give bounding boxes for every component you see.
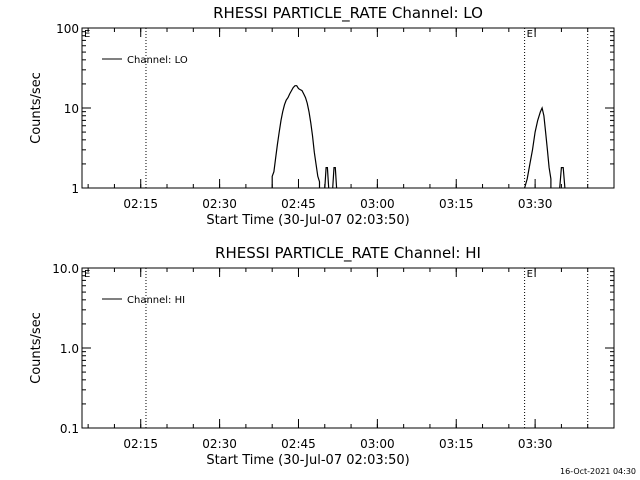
- x-tick-label: 02:30: [202, 437, 237, 451]
- chart-title: RHESSI PARTICLE_RATE Channel: HI: [215, 244, 481, 263]
- legend-entry: Channel: LO: [127, 55, 188, 66]
- panel-lo-channel: RHESSI PARTICLE_RATE Channel: LO 1 10 100 02…: [29, 4, 615, 228]
- panel-hi-channel: RHESSI PARTICLE_RATE Channel: HI 0.1 1.0 10…: [29, 244, 615, 468]
- x-tick-label: 03:30: [518, 197, 553, 211]
- x-axis-label: Start Time (30-Jul-07 02:03:50): [206, 453, 409, 468]
- legend-entry: Channel: HI: [127, 295, 185, 306]
- y-tick-label: 1.0: [60, 342, 79, 356]
- x-tick-label: 02:45: [281, 197, 316, 211]
- plot-frame: [81, 27, 615, 189]
- x-tick-label: 02:30: [202, 197, 237, 211]
- x-axis-label: Start Time (30-Jul-07 02:03:50): [206, 213, 409, 228]
- x-tick-label: 03:15: [439, 437, 474, 451]
- event-marker-label: E: [527, 29, 533, 40]
- event-marker-label: E: [84, 269, 90, 280]
- y-tick-label: 10.0: [52, 262, 79, 276]
- y-axis-label: Counts/sec: [29, 72, 44, 144]
- y-tick-label: 0.1: [60, 422, 79, 436]
- x-tick-label: 03:00: [360, 197, 395, 211]
- x-tick-label: 02:45: [281, 437, 316, 451]
- event-marker-label: E: [84, 29, 90, 40]
- event-marker-label: E: [527, 269, 533, 280]
- series-line-segment: [559, 167, 566, 189]
- series-line-segment: [271, 85, 321, 188]
- plot-frame: [81, 267, 615, 429]
- x-tick-label: 03:15: [439, 197, 474, 211]
- y-tick-label: 100: [56, 22, 79, 36]
- y-tick-label: 1: [71, 182, 79, 196]
- series-line-segment: [324, 167, 330, 189]
- x-tick-label: 02:15: [123, 437, 158, 451]
- x-tick-label: 03:00: [360, 437, 395, 451]
- footer-timestamp: 16-Oct-2021 04:30: [560, 467, 636, 476]
- x-tick-label: 03:30: [518, 437, 553, 451]
- y-tick-label: 10: [64, 102, 79, 116]
- chart-title: RHESSI PARTICLE_RATE Channel: LO: [213, 4, 483, 23]
- series-line-segment: [524, 106, 552, 189]
- y-axis-label: Counts/sec: [29, 312, 44, 384]
- x-tick-label: 02:15: [123, 197, 158, 211]
- series-line-segment: [332, 167, 338, 189]
